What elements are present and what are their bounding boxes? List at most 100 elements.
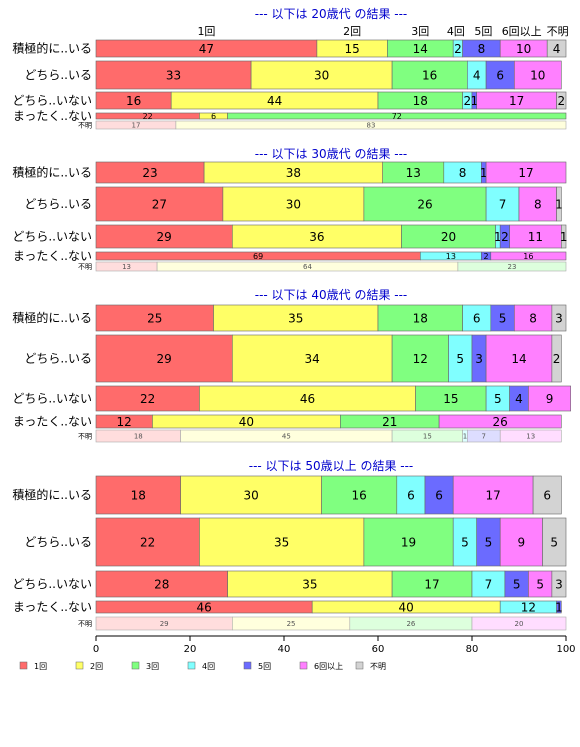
row-label-3-3: まったく..ない [13,600,92,614]
data-label-3-0-0: 18 [131,488,146,502]
bar-segment-3-1-5 [499,517,543,567]
bar-segment-0-3-2 [227,112,567,120]
data-label-2-1-1: 34 [305,352,320,366]
data-label-2-1-2: 12 [413,352,428,366]
legend-label-2: 3回 [146,662,159,671]
data-label-3-2-6: 3 [555,577,563,591]
panel-title-1: --- 以下は 30歳代 の結果 --- [255,147,408,161]
data-label-3-1-6: 5 [550,535,558,549]
data-label-3-1-1: 35 [274,535,289,549]
data-label-2-2-0: 22 [140,392,155,406]
data-label-1-2-2: 20 [441,230,456,244]
legend-swatch-6 [355,661,364,670]
data-label-3-1-5: 9 [518,535,526,549]
data-label-3-2-4: 5 [513,577,521,591]
data-label-1-4-1: 64 [303,263,312,271]
data-label-3-3-1: 40 [399,600,414,614]
data-label-2-2-3: 5 [494,392,502,406]
bar-segment-2-1-5 [485,334,553,383]
data-label-2-3-2: 21 [382,415,397,429]
category-header-1: 2回 [343,25,361,38]
legend-label-0: 1回 [34,662,47,671]
data-label-1-0-2: 13 [406,166,421,180]
bar-segment-2-0-3 [462,304,492,332]
data-label-1-2-0: 29 [157,230,172,244]
row-label-0-0: 積極的に..いる [12,41,92,56]
data-label-3-0-3: 6 [407,488,415,502]
data-label-2-1-6: 2 [553,352,561,366]
bar-segment-2-1-2 [391,334,449,383]
data-label-2-4-4: 7 [482,433,486,441]
data-label-3-0-6: 6 [543,488,551,502]
data-label-1-0-5: 17 [518,166,533,180]
data-label-2-1-0: 29 [157,352,172,366]
data-label-0-1-1: 30 [314,68,329,82]
data-label-1-1-6: 1 [555,197,563,211]
bar-segment-3-0-3 [396,475,426,515]
data-label-0-2-3: 2 [463,94,471,108]
row-label-2-3: まったく..ない [13,415,92,429]
data-label-0-2-6: 2 [557,94,565,108]
data-label-0-4-0: 17 [131,122,140,130]
bar-segment-3-2-6 [551,570,567,598]
data-label-0-3-1: 6 [211,112,216,121]
category-header-4: 5回 [474,25,492,38]
data-label-1-0-1: 38 [286,166,301,180]
data-label-3-0-5: 17 [486,488,501,502]
row-label-1-4: 不明 [78,263,92,271]
bar-segment-3-2-0 [95,570,228,598]
legend-label-1: 2回 [90,662,103,671]
bar-segment-1-3-5 [490,251,567,261]
data-label-3-2-5: 5 [536,577,544,591]
data-label-2-0-4: 5 [499,311,507,325]
data-label-2-3-0: 12 [117,415,132,429]
data-label-2-2-4: 4 [515,392,523,406]
panel-title-2: --- 以下は 40歳代 の結果 --- [255,288,408,302]
data-label-3-3-0: 46 [196,600,211,614]
bar-segment-2-0-6 [551,304,567,332]
bar-segment-0-2-6 [556,91,567,110]
data-label-2-0-0: 25 [147,311,162,325]
data-label-1-0-3: 8 [459,166,467,180]
x-tick-label-2: 40 [278,644,291,655]
category-header-3: 4回 [447,25,465,38]
category-header-2: 3回 [411,25,429,38]
row-label-0-1: どちら..いる [24,68,92,82]
data-label-3-2-0: 28 [154,577,169,591]
data-label-3-1-2: 19 [401,535,416,549]
data-label-3-1-0: 22 [140,535,155,549]
data-label-3-1-4: 5 [485,535,493,549]
data-label-1-4-0: 13 [122,263,131,271]
data-label-3-0-4: 6 [435,488,443,502]
data-label-0-1-2: 16 [422,68,437,82]
data-label-2-4-2: 15 [423,433,432,441]
bar-segment-1-4-2 [457,261,567,272]
data-label-2-4-5: 13 [526,433,535,441]
data-label-2-1-3: 5 [456,352,464,366]
data-label-0-0-6: 4 [553,42,561,56]
data-label-3-3-3: 12 [521,600,536,614]
row-label-1-1: どちら..いる [24,197,92,211]
bar-segment-3-3-4 [556,600,562,614]
data-label-2-0-1: 35 [288,311,303,325]
data-label-1-4-2: 23 [507,263,516,271]
data-label-2-0-5: 8 [529,311,537,325]
data-label-0-2-4: 1 [471,94,479,108]
data-label-1-3-0: 69 [253,252,263,261]
data-label-2-0-2: 18 [413,311,428,325]
bar-segment-2-0-0 [95,304,214,332]
data-label-3-2-2: 17 [424,577,439,591]
data-label-0-2-1: 44 [267,94,282,108]
bar-segment-3-4-5 [471,616,567,631]
data-label-1-2-4: 2 [501,230,509,244]
legend-label-4: 5回 [258,662,271,671]
row-label-2-0: 積極的に..いる [12,310,92,325]
data-label-1-2-6: 1 [560,230,568,244]
row-label-1-2: どちら..いない [12,230,92,244]
data-label-1-3-4: 2 [484,252,489,261]
data-label-2-2-5: 9 [546,392,554,406]
data-label-1-2-1: 36 [309,230,324,244]
legend-swatch-3 [187,661,196,670]
data-label-3-0-1: 30 [243,488,258,502]
